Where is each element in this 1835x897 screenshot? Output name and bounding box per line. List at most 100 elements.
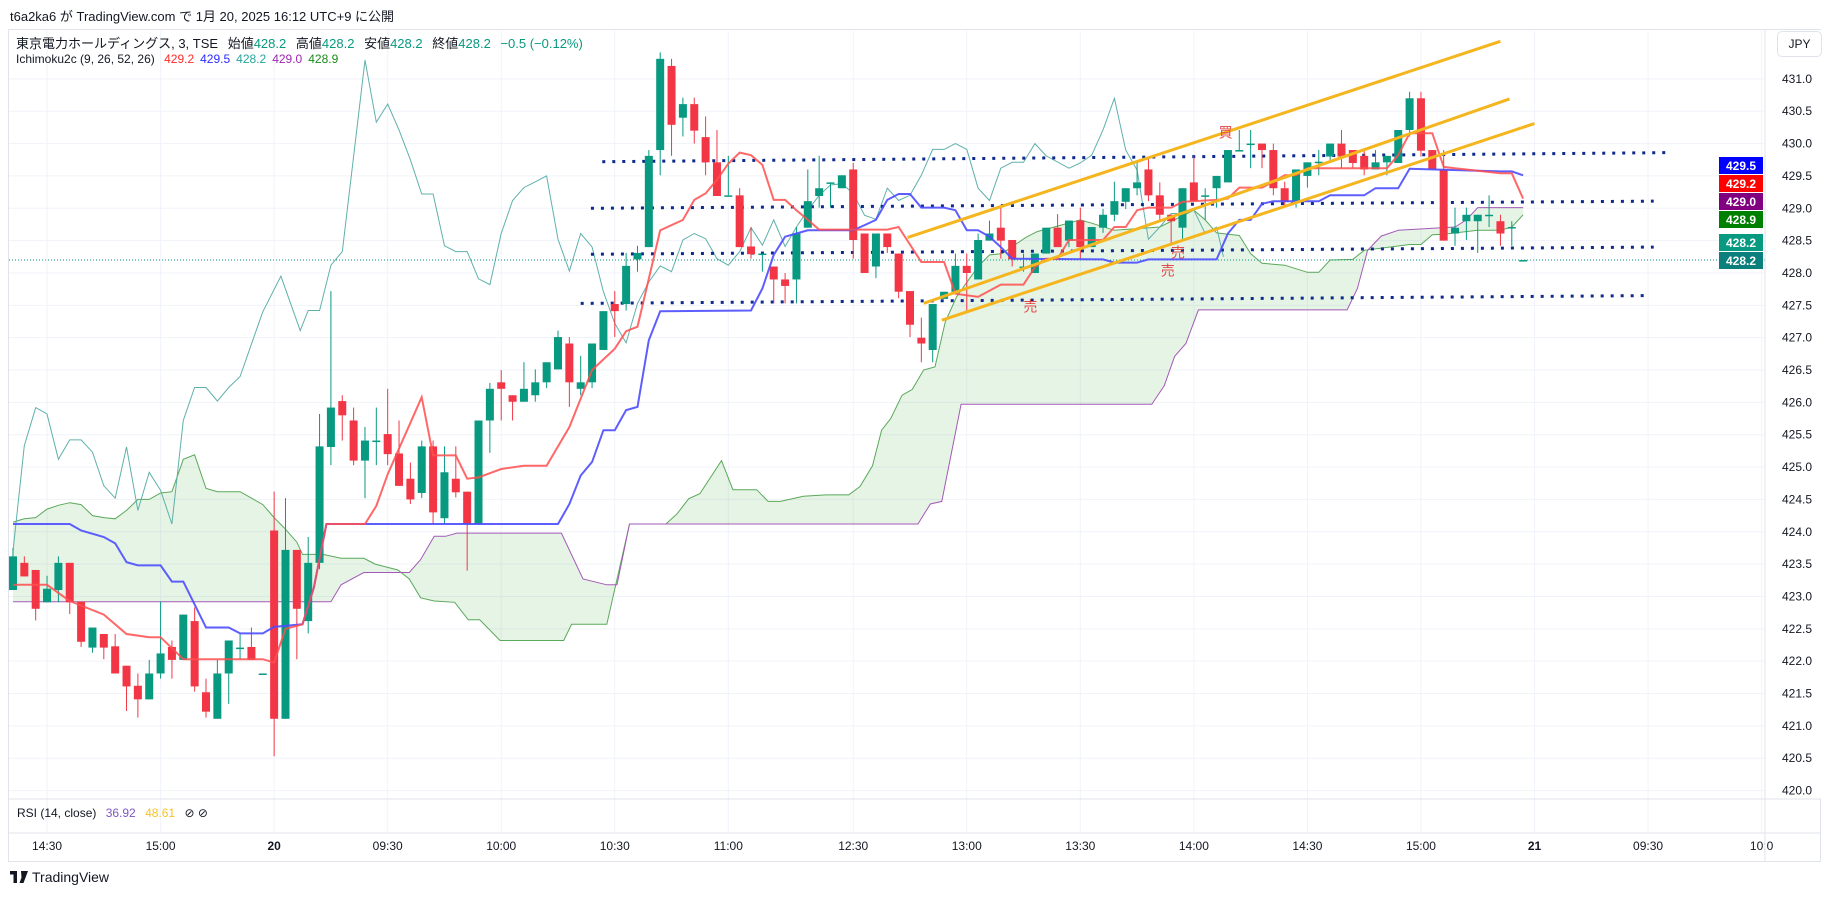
candle-down[interactable] [996,207,1005,259]
candle-up[interactable] [54,556,63,603]
candle-up[interactable] [871,233,880,279]
candle-up[interactable] [372,407,381,466]
candle-down[interactable] [247,627,256,660]
candle-up[interactable] [1519,260,1528,262]
candle-down[interactable] [122,665,131,712]
candle-down[interactable] [77,601,86,647]
candle-up[interactable] [826,182,835,208]
candle-down[interactable] [1337,129,1346,169]
symbol-name[interactable]: 東京電力ホールディングス, 3, TSE [16,36,219,51]
candle-up[interactable] [485,382,494,453]
candle-up[interactable] [315,414,324,570]
candle-down[interactable] [463,491,472,571]
candle-up[interactable] [440,446,449,525]
candle-down[interactable] [270,491,279,757]
candle-up[interactable] [803,169,812,228]
candle-up[interactable] [1405,91,1414,137]
candle-down[interactable] [292,549,301,660]
candle-up[interactable] [304,536,313,634]
candle-down[interactable] [190,607,199,692]
candle-down[interactable] [894,253,903,299]
candle-up[interactable] [9,547,17,591]
candle-down[interactable] [667,58,676,156]
ichimoku-name[interactable]: Ichimoku2c (9, 26, 52, 26) [16,52,155,66]
candle-down[interactable] [349,407,358,466]
candle-down[interactable] [1280,181,1289,207]
candle-down[interactable] [905,291,914,338]
currency-button[interactable]: JPY [1777,31,1822,57]
candle-up[interactable] [644,150,653,248]
candle-up[interactable] [656,52,665,176]
trend-channel-line[interactable] [923,97,1511,305]
candle-up[interactable] [792,227,801,304]
candle-up[interactable] [531,369,540,402]
candle-down[interactable] [849,162,858,259]
candle-up[interactable] [224,640,233,704]
candle-down[interactable] [917,317,926,363]
candle-up[interactable] [599,311,608,350]
trend-channel-line[interactable] [941,122,1535,322]
candle-up[interactable] [1042,227,1051,254]
candle-down[interactable] [1053,214,1062,248]
candle-up[interactable] [1133,161,1142,196]
candle-down[interactable] [565,337,574,407]
candle-up[interactable] [474,420,483,525]
trend-channel-line[interactable] [907,39,1501,239]
candle-up[interactable] [974,233,983,280]
candle-down[interactable] [99,634,108,660]
candle-up[interactable] [542,362,551,389]
candle-down[interactable] [962,253,971,312]
candle-up[interactable] [519,362,528,402]
candle-up[interactable] [951,253,960,292]
candle-down[interactable] [20,556,29,577]
candle-up[interactable] [1246,129,1255,169]
candle-down[interactable] [1496,214,1505,246]
candle-down[interactable] [769,266,778,304]
candle-up[interactable] [179,614,188,660]
candle-up[interactable] [1314,150,1323,176]
candle-up[interactable] [145,659,154,700]
candle-down[interactable] [1360,150,1369,176]
candle-down[interactable] [781,272,790,304]
candle-down[interactable] [497,370,506,421]
candle-up[interactable] [758,253,767,272]
candle-up[interactable] [1235,129,1244,152]
candle-up[interactable] [1099,208,1108,233]
candle-down[interactable] [451,446,460,498]
rsi-name[interactable]: RSI (14, close) [17,806,97,820]
candle-down[interactable] [395,420,404,486]
candle-up[interactable] [1507,221,1516,246]
candle-up[interactable] [88,627,97,653]
candle-up[interactable] [156,601,165,679]
candle-down[interactable] [202,678,211,718]
candle-up[interactable] [417,440,426,499]
candle-up[interactable] [236,634,245,660]
candle-down[interactable] [712,129,721,196]
candle-up[interactable] [1326,143,1335,162]
candle-down[interactable] [735,188,744,248]
candle-up[interactable] [678,97,687,137]
candle-down[interactable] [111,634,120,674]
candle-up[interactable] [1451,207,1460,246]
candle-down[interactable] [1155,182,1164,220]
candle-down[interactable] [338,395,347,441]
candle-down[interactable] [383,388,392,466]
candle-down[interactable] [747,227,756,259]
candle-up[interactable] [576,355,585,396]
candle-up[interactable] [1371,150,1380,170]
candle-down[interactable] [1257,143,1266,169]
candle-down[interactable] [1189,156,1198,202]
candle-up[interactable] [360,426,369,499]
candle-up[interactable] [1462,207,1471,240]
candle-up[interactable] [1121,188,1130,209]
candle-down[interactable] [701,116,710,176]
candle-up[interactable] [213,659,222,719]
tradingview-logo[interactable]: TradingView [10,869,109,885]
candle-down[interactable] [31,569,40,621]
candle-down[interactable] [690,97,699,144]
candle-up[interactable] [1473,214,1482,253]
candle-up[interactable] [1223,150,1232,183]
candle-down[interactable] [1144,156,1153,202]
candle-down[interactable] [1008,239,1017,267]
